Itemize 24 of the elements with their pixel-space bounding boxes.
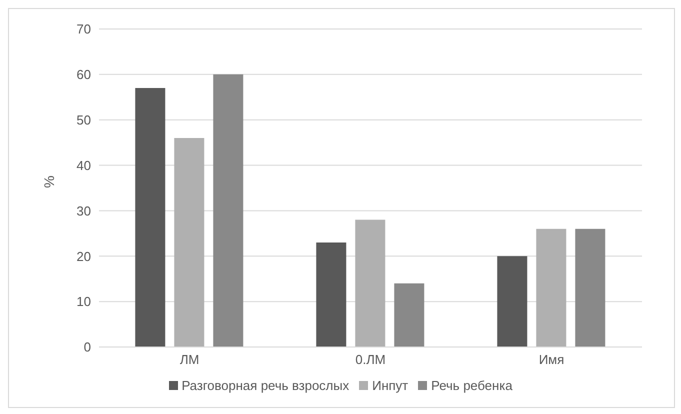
y-tick-label: 60: [76, 67, 91, 82]
bar: [135, 88, 166, 347]
y-tick-label: 10: [76, 294, 91, 310]
y-tick-label: 50: [76, 112, 91, 128]
legend-label: Разговорная речь взрослых: [182, 378, 350, 393]
legend-label: Речь ребенка: [431, 378, 512, 393]
y-axis-title: %: [40, 176, 57, 188]
x-tick-label: Имя: [538, 352, 564, 368]
bar: [575, 228, 606, 347]
bar: [174, 138, 204, 347]
x-tick-label: 0.ЛМ: [355, 352, 386, 368]
y-tick-label: 70: [76, 22, 91, 37]
bar: [497, 256, 528, 347]
y-tick-label: 40: [76, 158, 91, 173]
y-tick-label: 0: [84, 340, 91, 355]
x-tick-label: ЛМ: [180, 352, 200, 368]
legend-label: Инпут: [372, 378, 408, 393]
y-tick-label: 30: [76, 203, 91, 218]
bar: [316, 242, 346, 347]
bar: [213, 74, 244, 347]
bar: [394, 283, 424, 347]
y-tick-label: 20: [76, 248, 91, 264]
bar: [355, 220, 386, 347]
bar: [536, 228, 566, 347]
